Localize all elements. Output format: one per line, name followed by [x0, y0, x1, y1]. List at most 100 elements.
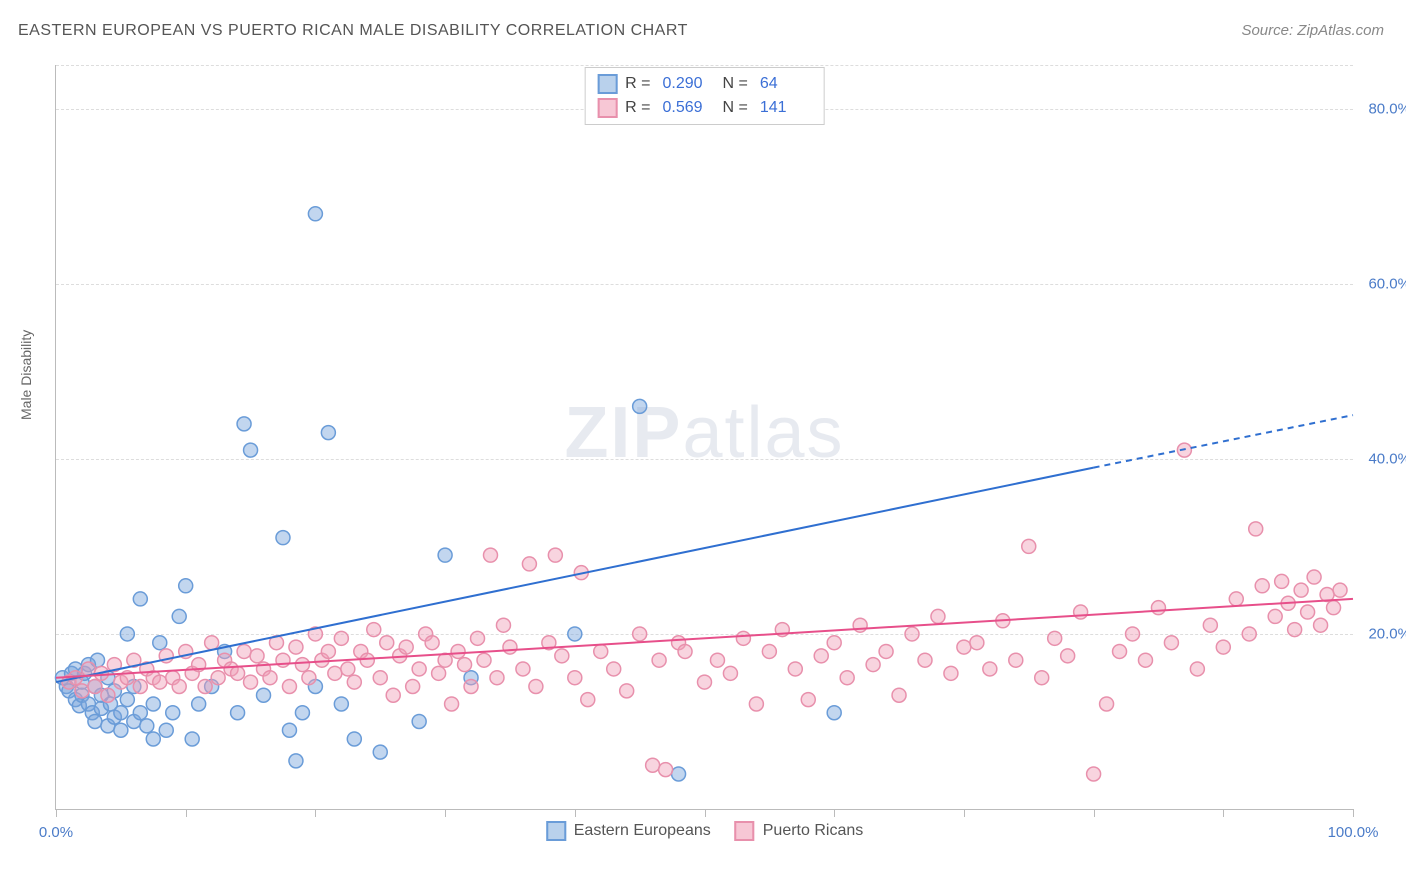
x-tick — [834, 809, 835, 817]
scatter-point — [944, 666, 958, 680]
scatter-point — [723, 666, 737, 680]
scatter-point — [198, 679, 212, 693]
legend-bottom-label-0: Eastern Europeans — [574, 822, 711, 840]
scatter-point — [166, 706, 180, 720]
scatter-point — [146, 697, 160, 711]
scatter-point — [736, 631, 750, 645]
y-tick-label: 80.0% — [1368, 100, 1406, 117]
scatter-point — [1138, 653, 1152, 667]
scatter-point — [646, 758, 660, 772]
scatter-point — [308, 207, 322, 221]
scatter-point — [568, 627, 582, 641]
scatter-point — [516, 662, 530, 676]
scatter-point — [1164, 636, 1178, 650]
x-tick — [964, 809, 965, 817]
scatter-point — [483, 548, 497, 562]
scatter-point — [282, 679, 296, 693]
scatter-point — [1009, 653, 1023, 667]
legend-n-label-1: N = — [723, 99, 748, 117]
scatter-point — [231, 666, 245, 680]
legend-bottom-swatch-1 — [735, 821, 755, 841]
scatter-point — [438, 548, 452, 562]
scatter-point — [451, 644, 465, 658]
scatter-point — [367, 623, 381, 637]
legend-top: R = 0.290 N = 64 R = 0.569 N = 141 — [584, 67, 825, 125]
x-tick — [705, 809, 706, 817]
scatter-point — [412, 662, 426, 676]
scatter-point — [471, 631, 485, 645]
scatter-point — [970, 636, 984, 650]
scatter-point — [185, 732, 199, 746]
scatter-point — [120, 693, 134, 707]
scatter-point — [114, 723, 128, 737]
scatter-point — [114, 706, 128, 720]
scatter-point — [140, 719, 154, 733]
scatter-point — [205, 636, 219, 650]
legend-top-row-1: R = 0.569 N = 141 — [597, 96, 812, 120]
scatter-point — [295, 706, 309, 720]
scatter-point — [263, 671, 277, 685]
scatter-point — [192, 697, 206, 711]
scatter-point — [237, 644, 251, 658]
scatter-point — [594, 644, 608, 658]
scatter-point — [892, 688, 906, 702]
scatter-point — [1314, 618, 1328, 632]
scatter-point — [652, 653, 666, 667]
scatter-point — [1229, 592, 1243, 606]
scatter-point — [373, 671, 387, 685]
scatter-point — [1242, 627, 1256, 641]
y-tick-label: 20.0% — [1368, 625, 1406, 642]
scatter-point — [905, 627, 919, 641]
scatter-point — [432, 666, 446, 680]
scatter-point — [250, 649, 264, 663]
scatter-point — [295, 658, 309, 672]
scatter-point — [347, 732, 361, 746]
scatter-point — [153, 636, 167, 650]
scatter-point — [1249, 522, 1263, 536]
scatter-point — [918, 653, 932, 667]
legend-bottom-label-1: Puerto Ricans — [763, 822, 864, 840]
scatter-point — [1113, 644, 1127, 658]
x-tick-label: 100.0% — [1328, 824, 1379, 841]
scatter-point — [1275, 574, 1289, 588]
scatter-point — [1268, 609, 1282, 623]
scatter-point — [276, 531, 290, 545]
legend-bottom-item-0: Eastern Europeans — [546, 821, 711, 841]
scatter-point — [1294, 583, 1308, 597]
y-tick-label: 40.0% — [1368, 450, 1406, 467]
legend-bottom-item-1: Puerto Ricans — [735, 821, 864, 841]
scatter-point — [101, 688, 115, 702]
scatter-point — [568, 671, 582, 685]
scatter-point — [360, 653, 374, 667]
scatter-point — [386, 688, 400, 702]
scatter-point — [607, 662, 621, 676]
scatter-point — [866, 658, 880, 672]
scatter-point — [814, 649, 828, 663]
x-tick — [1223, 809, 1224, 817]
scatter-point — [931, 609, 945, 623]
scatter-point — [659, 763, 673, 777]
scatter-point — [282, 723, 296, 737]
legend-top-row-0: R = 0.290 N = 64 — [597, 72, 812, 96]
scatter-point — [244, 675, 258, 689]
scatter-point — [153, 675, 167, 689]
legend-bottom-swatch-0 — [546, 821, 566, 841]
scatter-point — [1190, 662, 1204, 676]
scatter-point — [321, 644, 335, 658]
scatter-point — [749, 697, 763, 711]
scatter-point — [425, 636, 439, 650]
scatter-point — [159, 723, 173, 737]
scatter-point — [879, 644, 893, 658]
scatter-point — [1100, 697, 1114, 711]
scatter-point — [503, 640, 517, 654]
scatter-point — [477, 653, 491, 667]
scatter-point — [120, 627, 134, 641]
scatter-point — [633, 627, 647, 641]
chart-title: EASTERN EUROPEAN VS PUERTO RICAN MALE DI… — [18, 22, 688, 40]
scatter-point — [581, 693, 595, 707]
scatter-point — [231, 706, 245, 720]
x-tick — [56, 809, 57, 817]
scatter-point — [1333, 583, 1347, 597]
scatter-point — [464, 679, 478, 693]
scatter-point — [133, 592, 147, 606]
